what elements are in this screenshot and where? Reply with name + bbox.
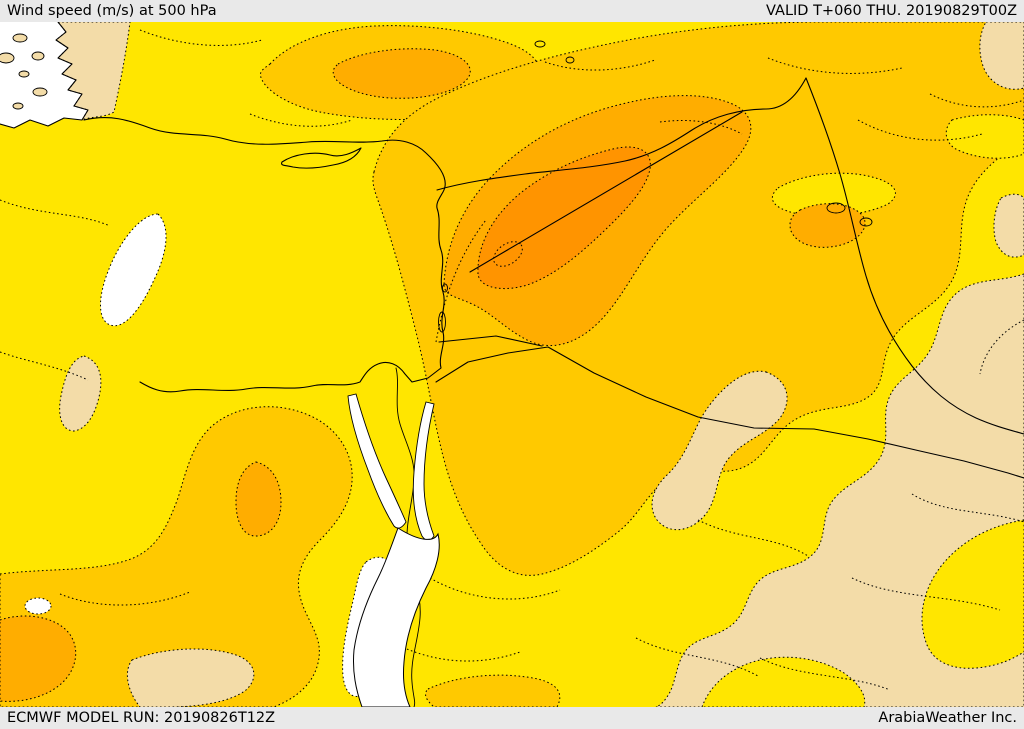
valid-time-label: VALID T+060 THU. 20190829T00Z <box>766 3 1017 19</box>
anatolia-lake <box>534 40 546 48</box>
levant-egypt-coastline <box>139 207 445 393</box>
beige-hook-central <box>651 370 788 530</box>
orange-blob-nile <box>235 461 282 537</box>
aegean-coastline <box>0 22 89 129</box>
island <box>12 33 28 43</box>
anatolia-south-coast <box>83 117 446 209</box>
island <box>12 102 24 110</box>
island <box>31 51 45 61</box>
sea-of-galilee <box>442 283 448 293</box>
geography-lines <box>0 22 1024 707</box>
dead-sea <box>438 311 446 333</box>
map-title: Wind speed (m/s) at 500 hPa <box>7 3 217 19</box>
yellow-inset-right-low <box>921 519 1024 669</box>
syria-iraq-border <box>469 111 743 273</box>
amber-region-bottom-strip <box>425 674 561 707</box>
white-calm-region-west <box>100 213 167 327</box>
footer-bar: ECMWF MODEL RUN: 20190826T12Z ArabiaWeat… <box>0 707 1024 729</box>
island <box>0 52 15 64</box>
model-run-label: ECMWF MODEL RUN: 20190826T12Z <box>7 710 276 726</box>
anatolia-lake-2 <box>565 56 575 64</box>
beige-top-right-corner <box>979 22 1024 90</box>
beige-blob-bottom-left <box>126 648 255 707</box>
beige-right-edge <box>993 193 1024 258</box>
lake-northeast-2 <box>859 217 873 227</box>
yellow-inset-bottom <box>701 656 866 707</box>
innermost-contour <box>493 241 523 267</box>
turkey-syria-iraq-iran-border <box>436 77 1024 435</box>
red-sea <box>353 527 440 707</box>
lake-northeast <box>826 202 846 214</box>
orange-core-top <box>332 48 471 99</box>
yellow-inset-right-edge <box>945 114 1024 159</box>
map-area <box>0 22 1024 707</box>
yellow-inset-northeast <box>772 172 896 217</box>
island <box>32 87 48 97</box>
attribution-label: ArabiaWeather Inc. <box>878 710 1017 726</box>
orange-blob-east <box>789 203 866 248</box>
orange-blob-southwest-corner <box>0 615 77 702</box>
white-calm-dot-southwest <box>24 597 52 615</box>
wind-speed-map <box>0 22 1024 707</box>
cyprus-outline <box>281 147 362 169</box>
jordan-saudi-iraq-border <box>435 346 1024 479</box>
jordan-north-border <box>438 335 543 347</box>
island <box>18 70 30 78</box>
header-bar: Wind speed (m/s) at 500 hPa VALID T+060 … <box>0 0 1024 22</box>
contour-fill-regions <box>0 22 1024 707</box>
aegean-sea <box>0 22 88 128</box>
gulf-of-suez <box>347 393 407 529</box>
beige-blob-west <box>59 355 102 432</box>
extra-contour-lines <box>0 29 1024 691</box>
